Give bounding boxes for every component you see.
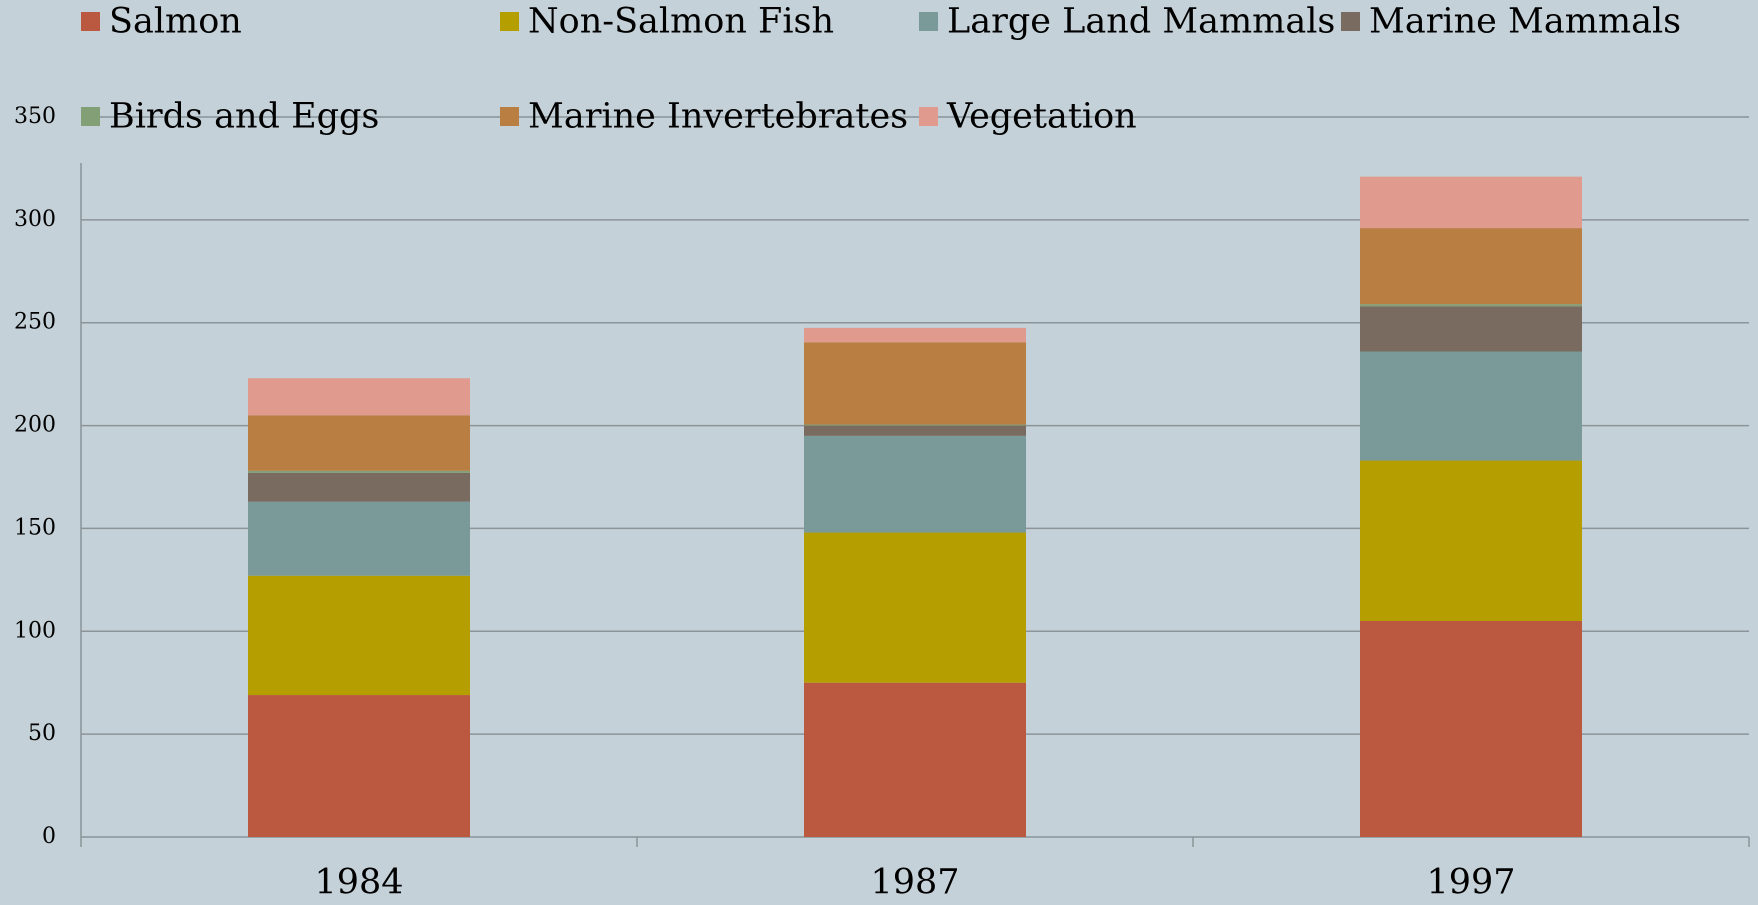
bar-segment: [248, 575, 470, 696]
legend-label: Non-Salmon Fish: [528, 2, 834, 42]
bar-segment: [804, 425, 1026, 436]
y-tick-label: 100: [14, 618, 56, 643]
bar-segment: [804, 435, 1026, 533]
legend-swatch: [500, 107, 519, 126]
y-tick-label: 50: [28, 721, 56, 746]
bar-segment: [804, 342, 1026, 425]
bar-segment: [804, 532, 1026, 683]
x-tick-label: 1984: [314, 863, 403, 903]
legend-swatch: [500, 12, 519, 31]
bar-segment: [1360, 351, 1582, 461]
y-tick-label: 350: [14, 104, 56, 129]
y-tick-label: 300: [14, 207, 56, 232]
legend-swatch: [919, 12, 938, 31]
bar-segment: [1360, 228, 1582, 305]
y-tick-label: 200: [14, 413, 56, 438]
legend-swatch: [81, 12, 100, 31]
bar-segment: [804, 424, 1026, 426]
x-tick-label: 1987: [870, 863, 959, 903]
bar-segment: [1360, 176, 1582, 229]
bar-segment: [804, 682, 1026, 837]
legend-label: Birds and Eggs: [109, 97, 379, 137]
bar-segment: [804, 327, 1026, 343]
bar-segment: [248, 501, 470, 576]
legend-label: Salmon: [109, 2, 242, 42]
legend-swatch: [1341, 12, 1360, 31]
bar-segment: [248, 695, 470, 837]
bar-segment: [1360, 460, 1582, 621]
x-tick-label: 1997: [1426, 863, 1515, 903]
bar-segment: [1360, 304, 1582, 307]
bar-segment: [248, 415, 470, 471]
bar-segment: [248, 472, 470, 502]
legend-swatch: [919, 107, 938, 126]
legend-label: Marine Mammals: [1369, 2, 1681, 42]
bar-segment: [1360, 306, 1582, 352]
y-tick-label: 0: [42, 824, 56, 849]
legend-label: Marine Invertebrates: [528, 97, 908, 137]
bar-segment: [248, 378, 470, 416]
legend-swatch: [81, 107, 100, 126]
legend-label: Vegetation: [946, 97, 1137, 137]
y-tick-label: 250: [14, 310, 56, 335]
y-tick-label: 150: [14, 515, 56, 540]
legend-label: Large Land Mammals: [947, 2, 1335, 42]
bar-segment: [1360, 621, 1582, 837]
bar-segment: [248, 470, 470, 473]
